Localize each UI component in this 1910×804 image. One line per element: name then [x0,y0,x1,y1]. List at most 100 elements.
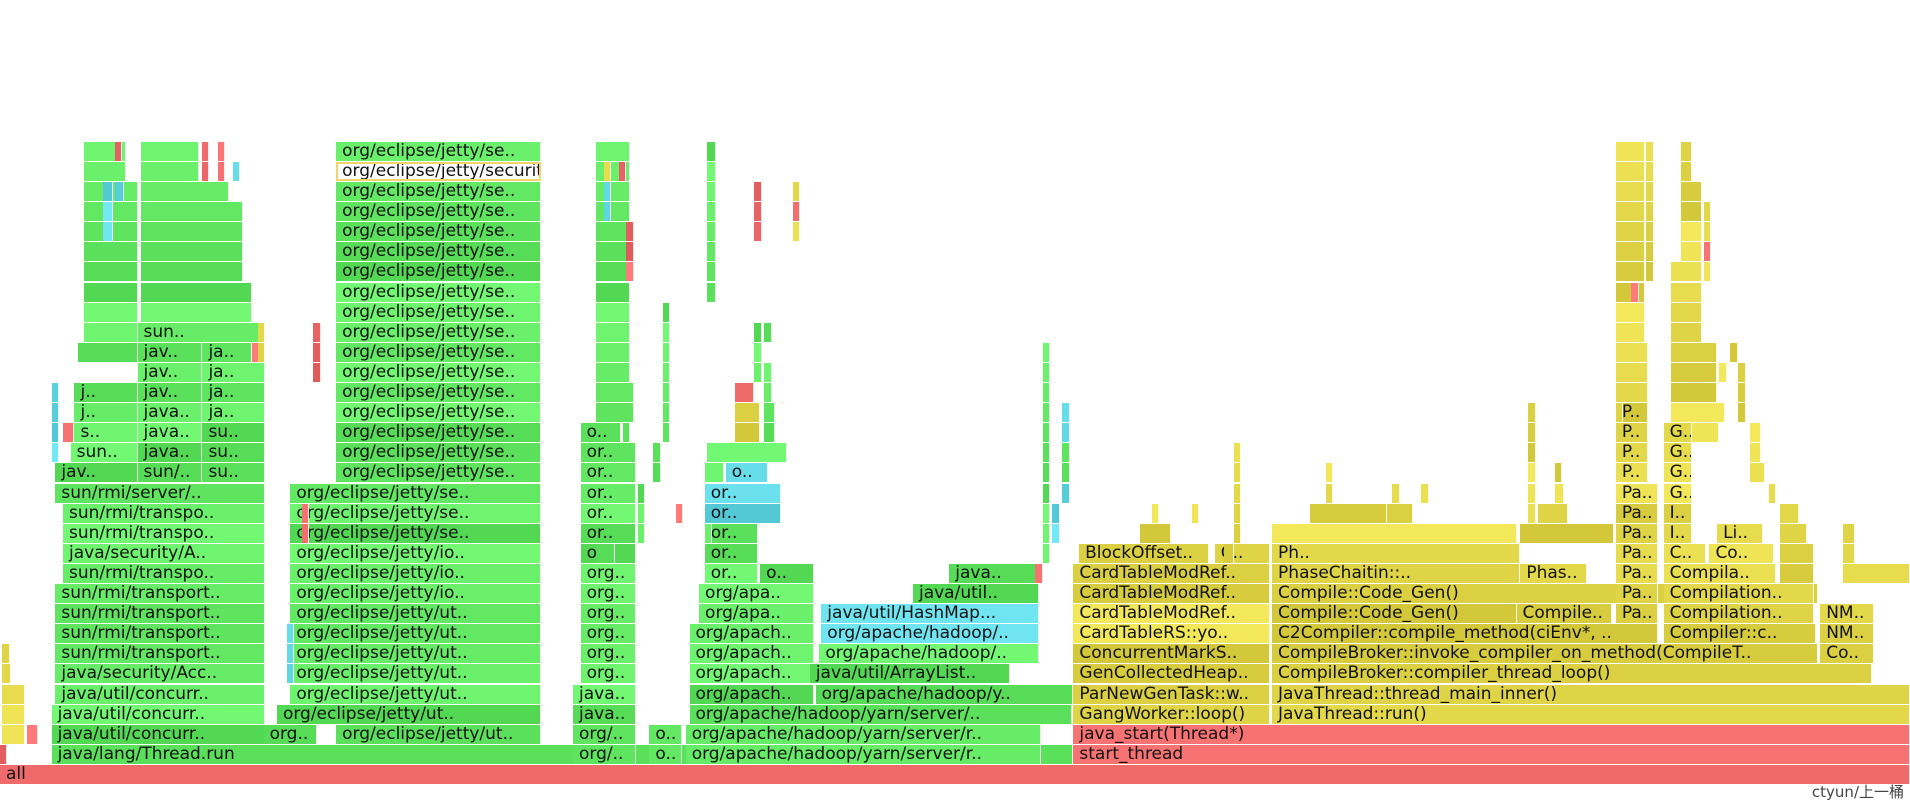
stack-frame[interactable] [754,342,763,362]
stack-frame[interactable] [1680,182,1702,202]
stack-frame[interactable] [1680,202,1702,222]
stack-frame[interactable] [637,483,645,503]
stack-frame[interactable]: java/util/concurr.. [51,704,266,724]
stack-frame[interactable] [1843,563,1910,583]
stack-frame[interactable] [1646,182,1655,202]
stack-frame[interactable] [1233,503,1242,523]
stack-frame[interactable] [1615,383,1649,403]
stack-frame[interactable] [217,161,225,181]
stack-frame[interactable]: org/eclipse/jetty/se.. [290,523,541,543]
stack-frame[interactable]: java.. [573,684,637,704]
stack-frame[interactable]: G.. [1663,423,1693,443]
stack-frame[interactable]: j.. [74,383,138,403]
stack-frame[interactable] [603,202,612,222]
stack-frame[interactable] [662,342,671,362]
stack-frame[interactable] [706,161,717,181]
stack-frame[interactable] [792,222,801,242]
stack-frame[interactable] [706,141,717,161]
stack-frame[interactable] [1310,503,1387,523]
stack-frame[interactable] [141,141,199,161]
stack-frame[interactable] [1671,342,1718,362]
stack-frame[interactable] [1749,463,1765,483]
stack-frame[interactable]: ja.. [202,362,266,382]
stack-frame[interactable] [51,423,59,443]
stack-frame[interactable]: C.. [1663,543,1706,563]
stack-frame[interactable]: Compila.. [1663,563,1777,583]
stack-frame[interactable]: org/eclipse/jetty/se.. [290,503,541,523]
stack-frame[interactable] [51,383,59,403]
stack-frame[interactable]: Pa.. [1615,604,1658,624]
stack-frame[interactable]: start_thread [1073,744,1910,764]
stack-frame[interactable] [1615,242,1645,262]
stack-frame[interactable]: jav.. [137,362,203,382]
stack-frame[interactable] [286,624,294,644]
stack-frame[interactable] [1738,362,1746,382]
stack-frame[interactable] [735,403,761,423]
stack-frame[interactable] [1061,423,1070,443]
stack-frame[interactable] [595,141,631,161]
stack-frame[interactable]: org/apache/hadoop/y.. [815,684,1074,704]
stack-frame[interactable]: java.. [949,563,1038,583]
stack-frame[interactable] [1042,423,1051,443]
stack-frame[interactable]: P.. [1615,463,1649,483]
stack-frame[interactable]: JavaThread::run() [1272,704,1910,724]
stack-frame[interactable]: org/eclipse/jetty/se.. [336,383,541,403]
stack-frame[interactable]: org/eclipse/jetty/ut.. [290,604,541,624]
stack-frame[interactable]: I.. [1663,503,1693,523]
stack-frame[interactable]: su.. [202,423,266,443]
stack-frame[interactable] [217,141,225,161]
stack-frame[interactable]: org/eclipse/jetty/se.. [290,483,541,503]
stack-frame[interactable]: java/util/ArrayList.. [809,664,1011,684]
stack-frame[interactable] [1042,443,1051,463]
stack-frame[interactable] [103,182,113,202]
stack-frame[interactable]: P.. [1615,403,1649,423]
stack-frame[interactable] [114,182,125,202]
stack-frame[interactable]: org/eclipse/jetty/io.. [290,563,541,583]
stack-frame[interactable]: Compile::Code_Gen() [1272,604,1517,624]
stack-frame[interactable]: or.. [704,503,782,523]
stack-frame[interactable] [141,222,243,242]
stack-frame[interactable]: org/apa.. [699,604,814,624]
stack-frame[interactable] [595,182,631,202]
stack-frame[interactable] [1703,222,1712,242]
stack-frame[interactable] [735,383,755,403]
stack-frame[interactable] [1730,342,1739,362]
stack-frame[interactable]: s.. [74,423,138,443]
stack-frame[interactable] [1386,503,1414,523]
stack-frame[interactable]: org/eclipse/jetty/ut.. [290,644,541,664]
stack-frame[interactable] [1528,463,1536,483]
stack-frame[interactable]: Pa.. [1615,584,1658,604]
stack-frame[interactable] [1035,563,1043,583]
stack-frame[interactable] [103,202,113,222]
stack-frame[interactable] [1646,242,1655,262]
stack-frame[interactable] [754,202,763,222]
stack-frame[interactable] [595,242,631,262]
stack-frame[interactable]: ParNewGenTask::w.. [1073,684,1271,704]
stack-frame[interactable] [84,322,138,342]
stack-frame[interactable] [1615,222,1645,242]
stack-frame[interactable] [1738,403,1746,423]
stack-frame[interactable] [1191,503,1199,523]
stack-frame[interactable] [257,322,266,342]
stack-frame[interactable]: org/apach.. [689,684,814,704]
stack-frame[interactable]: org.. [263,724,318,744]
stack-frame[interactable]: org/eclipse/jetty/security [336,161,541,181]
stack-frame[interactable] [1042,483,1051,503]
stack-frame[interactable] [257,342,266,362]
stack-frame[interactable]: Pa.. [1615,543,1658,563]
stack-frame[interactable] [0,744,7,764]
stack-frame[interactable] [1,724,25,744]
stack-frame[interactable] [1671,282,1702,302]
stack-frame[interactable] [84,262,138,282]
stack-frame[interactable]: org/.. [573,744,637,764]
stack-frame[interactable] [1843,543,1855,563]
stack-frame[interactable]: o.. [580,423,621,443]
stack-frame[interactable]: or.. [704,523,759,543]
stack-frame[interactable] [103,222,113,242]
stack-frame[interactable] [595,403,635,423]
stack-frame[interactable] [595,202,631,222]
stack-frame[interactable] [1749,443,1761,463]
stack-frame[interactable]: Pa.. [1615,563,1658,583]
stack-frame[interactable]: org/eclipse/jetty/ut.. [336,724,541,744]
stack-frame[interactable] [637,523,645,543]
